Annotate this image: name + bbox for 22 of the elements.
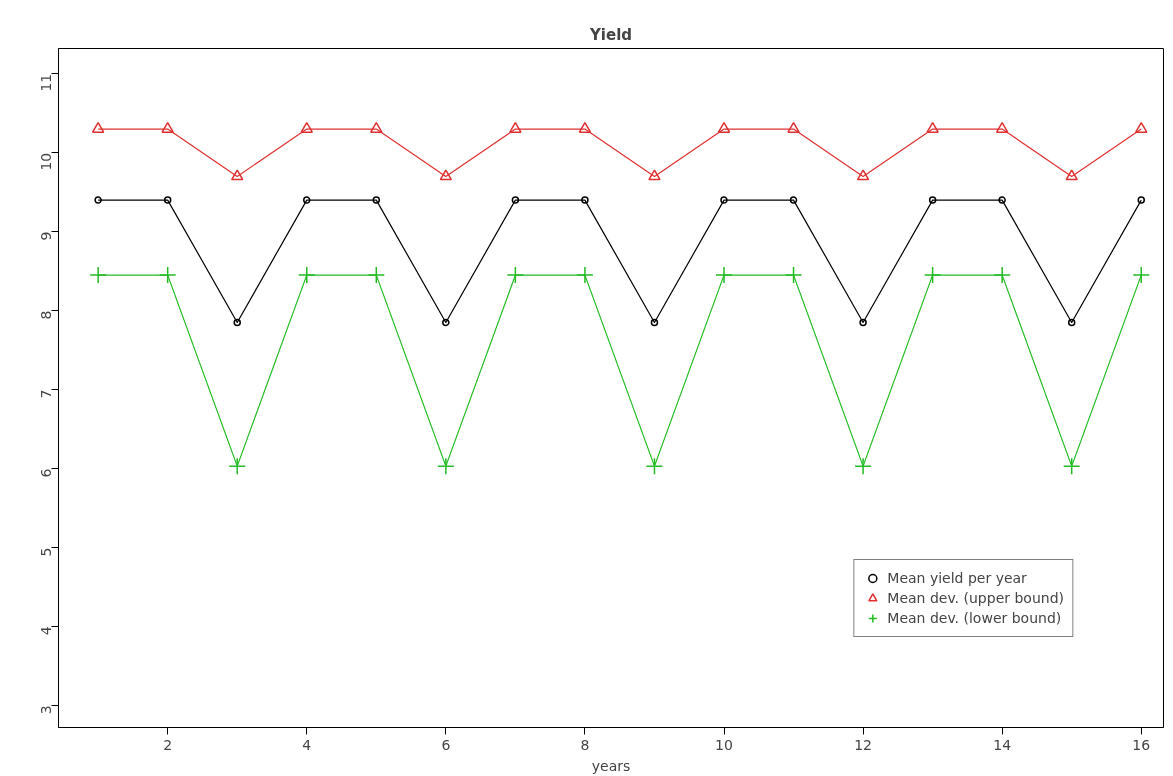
y-tick-label: 3 — [38, 705, 55, 715]
y-tick-label: 10 — [38, 152, 55, 171]
y-tick-label: 5 — [38, 547, 55, 557]
y-tick-label: 7 — [38, 389, 55, 399]
y-tick-label: 4 — [38, 626, 55, 636]
legend-label: Mean dev. (upper bound) — [887, 589, 1064, 607]
chart-title: Yield — [588, 25, 633, 44]
y-tick-label: 9 — [38, 231, 55, 241]
x-axis-title: years — [591, 757, 631, 774]
legend-label: Mean dev. (lower bound) — [887, 609, 1062, 627]
y-tick-label: 8 — [38, 310, 55, 320]
x-tick-label: 16 — [1132, 736, 1151, 753]
legend-label: Mean yield per year — [887, 569, 1027, 587]
x-tick-label: 12 — [854, 736, 873, 753]
x-tick-label: 6 — [441, 736, 451, 753]
x-tick-label: 4 — [302, 736, 312, 753]
x-tick-label: 10 — [715, 736, 733, 753]
y-tick-label: 6 — [38, 468, 55, 478]
x-tick-label: 2 — [163, 736, 173, 753]
x-tick-label: 8 — [580, 736, 590, 753]
y-tick-label: 11 — [38, 73, 55, 92]
x-tick-label: 14 — [993, 736, 1012, 753]
